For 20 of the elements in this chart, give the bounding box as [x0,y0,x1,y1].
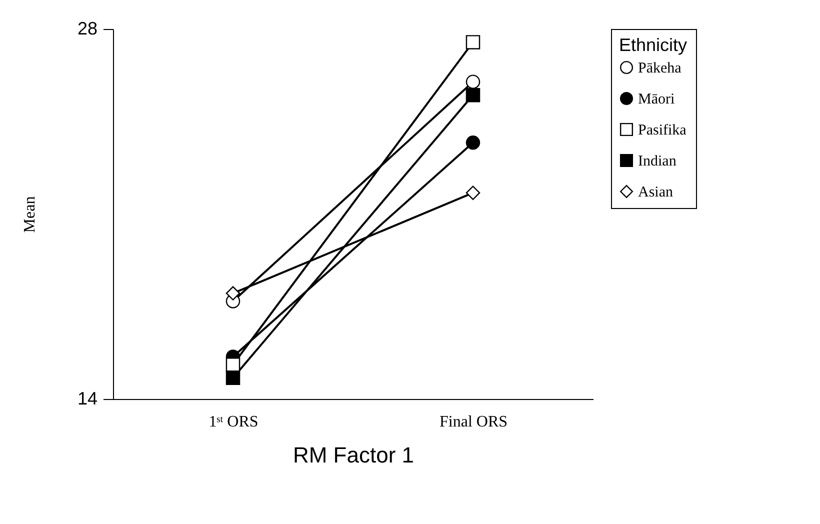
legend-label: Indian [638,154,677,170]
point [466,88,480,102]
x-axis-title: RM Factor 1 [292,442,414,468]
legend-title: Ethnicity [619,35,688,55]
point [466,186,480,200]
point [226,286,240,300]
legend-label: Asian [638,184,674,200]
x-tick-label: Final ORS [439,414,508,430]
legend-label: Pākeha [638,60,682,76]
point [226,370,240,385]
legend-label: Māori [638,92,675,108]
point [466,136,480,150]
y-tick-label: 28 [77,18,98,38]
x-tick-label: 1ˢᵗ ORS [208,414,258,430]
legend-label: Pasifika [638,122,687,138]
y-axis-title: Mean [21,196,38,233]
point [466,74,480,89]
y-tick-label: 14 [77,388,98,408]
point [466,35,480,50]
point [226,358,240,372]
